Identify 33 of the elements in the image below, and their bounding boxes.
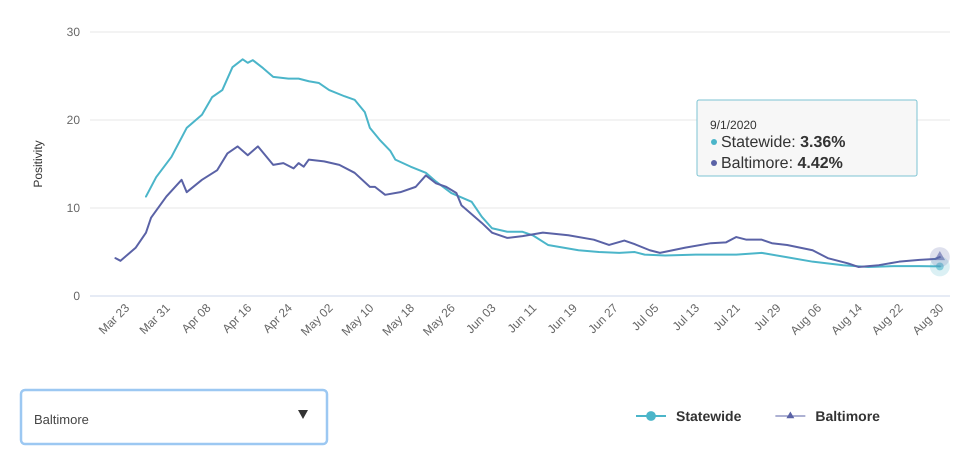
y-axis-title: Positivity	[31, 140, 45, 188]
annotation: Statewide: 3.36%	[721, 134, 846, 151]
x-tick-label: Mar 31	[136, 300, 174, 338]
x-tick-label: Jul 05	[628, 300, 662, 334]
y-tick-label: 20	[66, 112, 80, 127]
x-tick-label: Jun 11	[504, 300, 540, 336]
x-tick-label: Apr 08	[178, 300, 214, 336]
y-tick-label: 0	[73, 288, 80, 303]
annotation: 9/1/2020	[710, 118, 758, 132]
x-tick-label: Jul 13	[670, 300, 702, 334]
x-tick-label: Apr 16	[219, 300, 255, 336]
legend-label: Statewide	[676, 408, 742, 424]
x-tick-label: May 10	[338, 300, 377, 339]
legend-label: Baltimore	[815, 408, 880, 424]
x-tick-label: Apr 24	[260, 300, 296, 336]
x-tick-label: Jul 29	[751, 300, 784, 334]
x-tick-label: May 26	[420, 300, 458, 339]
x-tick-label: Jun 03	[463, 300, 499, 336]
y-tick-label: 10	[66, 200, 80, 215]
x-tick-label: Jul 21	[710, 300, 744, 334]
x-tick-label: May 02	[298, 300, 336, 339]
x-tick-label: May 18	[379, 300, 418, 339]
tooltip: 9/1/2020 Statewide: 3.36% Baltimore: 4.42%	[696, 100, 918, 176]
annotation: Baltimore: 4.42%	[721, 155, 843, 172]
x-tick-label: Aug 30	[910, 300, 947, 338]
dropdown: Baltimore	[20, 388, 328, 446]
x-tick-label: Aug 22	[868, 300, 906, 338]
x-tick-label: Aug 14	[828, 300, 866, 338]
y-tick-label: 30	[66, 24, 80, 39]
x-tick-label: Jun 19	[544, 300, 580, 336]
x-tick-label: Jun 27	[585, 300, 621, 336]
x-tick-label: Aug 06	[787, 300, 824, 338]
x-tick-label: Mar 23	[96, 300, 132, 338]
